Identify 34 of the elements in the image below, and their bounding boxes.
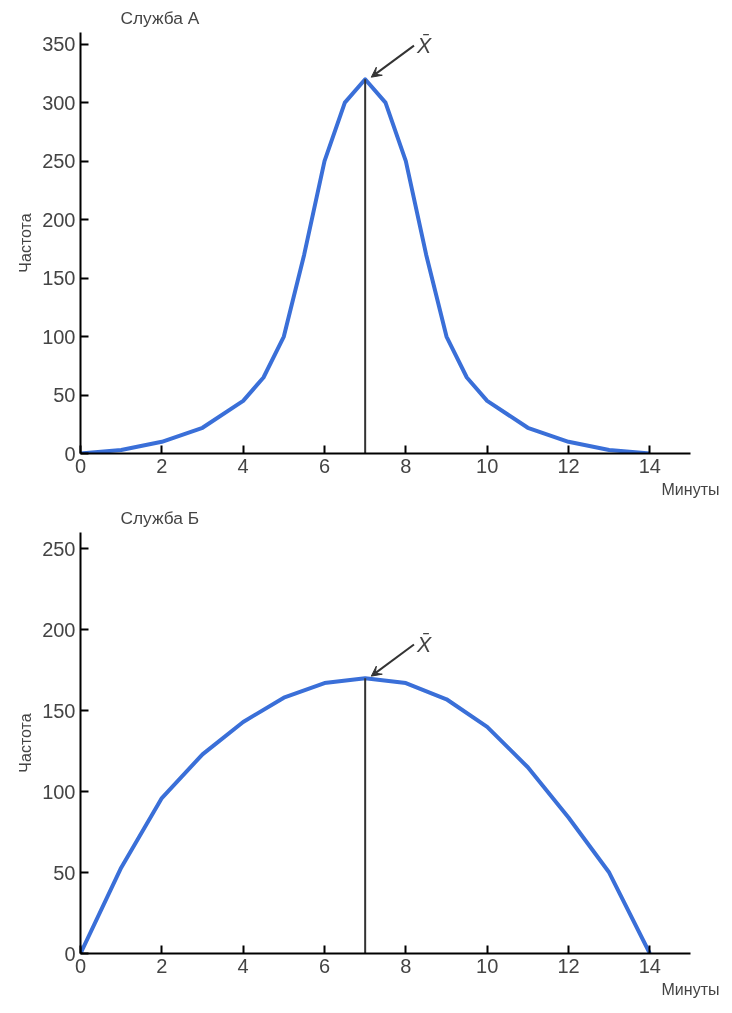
x-tick-label: 10 xyxy=(476,454,499,477)
y-tick-label: 50 xyxy=(53,861,76,884)
y-tick-label: 150 xyxy=(42,699,76,722)
x-tick-label: 6 xyxy=(318,954,331,977)
x-tick-label: 4 xyxy=(237,954,249,977)
x-tick-label: 8 xyxy=(400,954,412,977)
y-axis-title: Частота xyxy=(17,713,35,773)
y-tick-label: 250 xyxy=(42,150,76,173)
x-axis-title: Минуты xyxy=(661,480,720,498)
x-tick-label: 6 xyxy=(318,454,331,477)
y-tick-label: 100 xyxy=(42,325,76,348)
x-tick-label: 2 xyxy=(156,954,168,977)
y-tick-label: 100 xyxy=(42,780,76,803)
y-axis-title: Частота xyxy=(17,213,35,273)
x-tick-label: 2 xyxy=(156,454,168,477)
annotation: X̄ xyxy=(415,632,432,657)
y-tick-label: 300 xyxy=(42,91,76,114)
x-tick-label: 4 xyxy=(237,454,249,477)
x-axis-title: Минуты xyxy=(661,980,720,998)
y-tick-label: 50 xyxy=(53,384,76,407)
x-tick-label: 12 xyxy=(557,454,580,477)
y-tick-label: 200 xyxy=(42,618,76,641)
x-tick-label: 14 xyxy=(638,454,661,477)
y-tick-label: 250 xyxy=(42,537,76,560)
y-tick-label: 350 xyxy=(42,33,76,56)
annotation: X̄ xyxy=(415,33,432,58)
x-tick-label: 10 xyxy=(476,954,499,977)
x-tick-label: 8 xyxy=(400,454,412,477)
y-tick-label: 150 xyxy=(42,267,76,290)
chart-title: Служба Б xyxy=(120,507,200,528)
chart-title: Служба А xyxy=(120,7,200,28)
y-tick-label: 200 xyxy=(42,208,76,231)
x-tick-label: 14 xyxy=(638,954,661,977)
x-tick-label: 12 xyxy=(557,954,580,977)
